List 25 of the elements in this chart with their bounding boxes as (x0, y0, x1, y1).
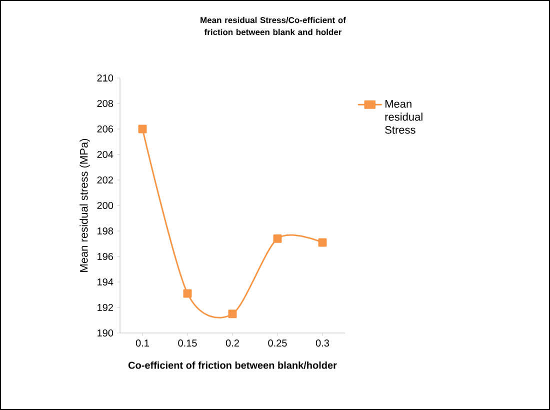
y-tick-label: 204 (97, 150, 114, 158)
legend-label: Mean residual Stress (385, 100, 422, 134)
y-tick-label: 192 (98, 304, 113, 312)
x-axis-title: Co-efficient of friction between blank/holder (128, 361, 337, 369)
y-tick-label: 196 (98, 252, 114, 260)
y-tick-label: 198 (98, 227, 114, 235)
y-tick-label: 206 (97, 125, 114, 133)
point (183, 289, 192, 298)
point (318, 238, 327, 247)
x-tick-label: 0.2 (226, 340, 239, 347)
y-tick-label: 200 (97, 202, 114, 210)
point (273, 234, 282, 243)
y-tick-label: 194 (98, 278, 114, 286)
y-tick-label: 210 (97, 74, 114, 82)
point (138, 124, 147, 134)
y-tick-label: 190 (98, 329, 114, 337)
point (228, 310, 237, 318)
x-tick-label: 0.1 (136, 340, 149, 347)
chart-title: Mean residual Stress/Co-efficient of friction between blank and holder (200, 16, 346, 36)
x-tick-label: 0.15 (178, 340, 197, 347)
y-tick-label: 208 (97, 100, 114, 108)
x-tick-label: 0.25 (268, 340, 287, 347)
y-tick-label: 202 (97, 176, 113, 184)
x-tick-label: 0.3 (316, 340, 330, 347)
y-axis-title: Mean residual stress (MPa) (80, 138, 90, 272)
